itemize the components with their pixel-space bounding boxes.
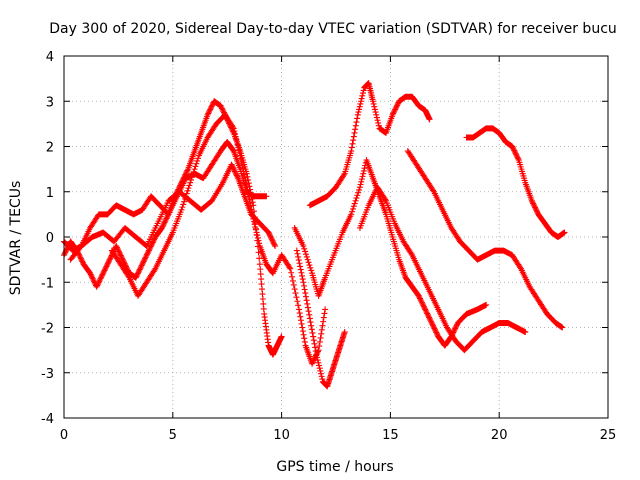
x-tick-label: 5: [169, 428, 177, 443]
x-axis-label: GPS time / hours: [276, 459, 393, 475]
series-arc6: [306, 80, 433, 209]
y-tick-label: 1: [46, 186, 54, 201]
y-tick-label: -1: [41, 276, 54, 291]
series-arc10: [463, 125, 568, 240]
y-tick-label: -2: [41, 322, 54, 337]
y-tick-label: 4: [46, 50, 54, 65]
chart-title: Day 300 of 2020, Sidereal Day-to-day VTE…: [49, 21, 617, 37]
series-markers: [108, 111, 329, 367]
x-tick-label: 25: [600, 428, 617, 443]
y-tick-label: 2: [46, 141, 54, 156]
y-tick-label: 0: [46, 231, 54, 246]
series-markers: [67, 161, 279, 263]
x-tick-label: 15: [382, 428, 399, 443]
axis-ticks: 0 5 10 15 20 25 -4 -3 -2 -1 0 1 2 3 4: [41, 50, 616, 443]
y-axis-label: SDTVAR / TECUs: [8, 181, 24, 296]
y-tick-label: -4: [41, 412, 54, 427]
series-markers: [356, 184, 529, 354]
series-arc5: [293, 247, 348, 390]
x-tick-label: 10: [273, 428, 290, 443]
series-markers: [306, 80, 433, 209]
series-markers: [463, 125, 568, 240]
x-tick-label: 20: [491, 428, 508, 443]
series-arc4: [108, 111, 329, 367]
series-arc3: [67, 161, 279, 263]
series-arc7: [291, 157, 490, 349]
y-tick-label: 3: [46, 95, 54, 110]
x-tick-label: 0: [60, 428, 68, 443]
series-markers: [291, 157, 490, 349]
y-tick-label: -3: [41, 367, 54, 382]
series-arc8: [356, 184, 529, 354]
series-markers: [404, 148, 566, 331]
grid: [64, 56, 608, 418]
series-arc9: [404, 148, 566, 331]
series-markers: [293, 247, 348, 390]
